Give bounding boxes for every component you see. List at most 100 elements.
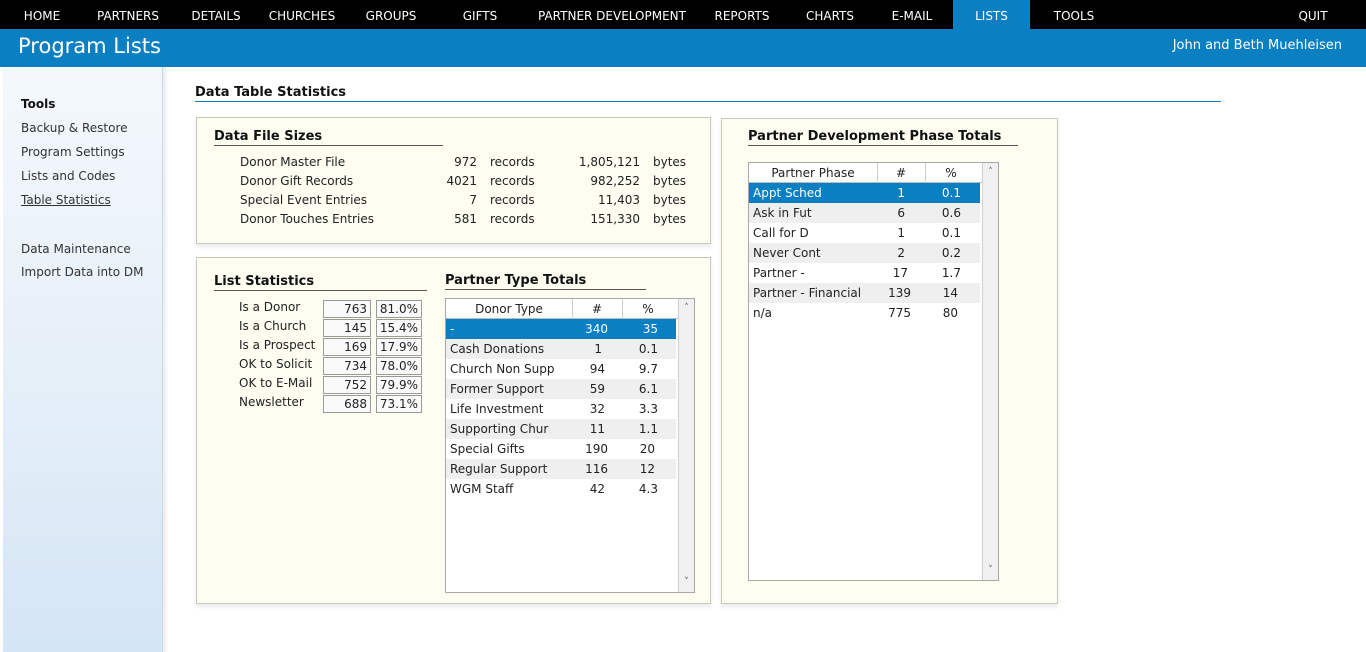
table-row[interactable]: Former Support 59 6.1	[446, 379, 676, 399]
sidebar-item-import-data[interactable]: Import Data into DM	[21, 265, 144, 279]
table-row[interactable]: Supporting Chur 11 1.1	[446, 419, 676, 439]
bytes-unit: bytes	[653, 174, 687, 188]
list-statistics-panel: List Statistics Is a Donor 763 81.0% Is …	[196, 257, 711, 604]
nav-partners[interactable]: PARTNERS	[97, 9, 159, 23]
table-row[interactable]: Life Investment 32 3.3	[446, 399, 676, 419]
percent-cell: 9.7	[638, 362, 658, 376]
sidebar-item-program-settings[interactable]: Program Settings	[21, 145, 125, 159]
donor-type-cell: Cash Donations	[450, 342, 545, 356]
phase-cell: Call for D	[753, 226, 809, 240]
table-row[interactable]: Appt Sched 1 0.1	[749, 183, 980, 203]
count-cell: 94	[589, 362, 605, 376]
file-size: 11,403	[598, 193, 640, 207]
chevron-up-icon[interactable]: ˄	[988, 167, 993, 177]
table-row[interactable]: Call for D 1 0.1	[749, 223, 980, 243]
records-unit: records	[490, 174, 535, 188]
count-cell: 139	[888, 286, 911, 300]
column-header[interactable]: %	[945, 166, 957, 180]
table-row[interactable]: Partner - 17 1.7	[749, 263, 980, 283]
nav-gifts[interactable]: GIFTS	[462, 9, 498, 23]
table-row[interactable]: Partner - Financial 139 14	[749, 283, 980, 303]
phase-cell: Partner -	[753, 266, 805, 280]
sidebar-heading-tools: Tools	[21, 97, 56, 111]
count-cell: 2	[897, 246, 905, 260]
column-header[interactable]: Donor Type	[475, 302, 543, 316]
table-row[interactable]: - 340 35	[446, 319, 676, 339]
nav-details[interactable]: DETAILS	[191, 9, 241, 23]
percent-cell: 0.1	[941, 226, 961, 240]
donor-type-cell: Supporting Chur	[450, 422, 549, 436]
chevron-down-icon[interactable]: ˅	[684, 577, 689, 587]
percent-cell: 80	[942, 306, 958, 320]
nav-email[interactable]: E-MAIL	[891, 9, 933, 23]
donor-type-cell: WGM Staff	[450, 482, 514, 496]
column-header[interactable]: #	[591, 302, 603, 316]
count-cell: 32	[589, 402, 605, 416]
nav-reports[interactable]: REPORTS	[714, 9, 770, 23]
stat-count: 688	[323, 395, 371, 413]
table-row[interactable]: Never Cont 2 0.2	[749, 243, 980, 263]
sidebar-item-lists-codes[interactable]: Lists and Codes	[21, 169, 116, 183]
table-row[interactable]: n/a 775 80	[749, 303, 980, 323]
sidebar-item-backup-restore[interactable]: Backup & Restore	[21, 121, 128, 135]
column-header[interactable]: #	[895, 166, 907, 180]
count-cell: 11	[589, 422, 605, 436]
nav-quit[interactable]: QUIT	[1298, 9, 1328, 23]
nav-home[interactable]: HOME	[23, 9, 61, 23]
bytes-unit: bytes	[653, 155, 687, 169]
column-divider	[622, 299, 623, 319]
table-row[interactable]: Ask in Fut 6 0.6	[749, 203, 980, 223]
partner-type-grid[interactable]: Donor Type # % - 340 35 Cash Donations 1…	[445, 298, 695, 593]
count-cell: 6	[897, 206, 905, 220]
chevron-up-icon[interactable]: ˄	[684, 303, 689, 313]
title-underline	[214, 145, 443, 146]
grid-header: Donor Type # %	[446, 299, 678, 319]
stat-label: Is a Prospect	[239, 338, 316, 352]
percent-cell: 4.3	[638, 482, 658, 496]
table-row[interactable]: Special Gifts 190 20	[446, 439, 676, 459]
phase-grid[interactable]: Partner Phase # % Appt Sched 1 0.1 Ask i…	[748, 162, 999, 581]
count-cell: 17	[892, 266, 908, 280]
table-row[interactable]: Cash Donations 1 0.1	[446, 339, 676, 359]
phase-cell: Partner - Financial	[753, 286, 862, 300]
bytes-unit: bytes	[653, 193, 687, 207]
stat-percent: 15.4%	[376, 319, 422, 337]
stat-label: OK to Solicit	[239, 357, 313, 371]
percent-cell: 6.1	[638, 382, 658, 396]
records-unit: records	[490, 212, 535, 226]
table-row[interactable]: WGM Staff 42 4.3	[446, 479, 676, 499]
percent-cell: 1.1	[638, 422, 658, 436]
nav-tools[interactable]: TOOLS	[1053, 9, 1095, 23]
nav-churches[interactable]: CHURCHES	[268, 9, 336, 23]
column-divider	[572, 299, 573, 319]
sidebar-item-data-maintenance[interactable]: Data Maintenance	[21, 242, 131, 256]
stat-count: 752	[323, 376, 371, 394]
stat-percent: 81.0%	[376, 300, 422, 318]
donor-type-cell: Life Investment	[450, 402, 544, 416]
list-statistics-title: List Statistics	[214, 274, 315, 289]
table-row[interactable]: Church Non Supp 94 9.7	[446, 359, 676, 379]
section-title: Data Table Statistics	[195, 85, 347, 100]
vertical-scrollbar[interactable]: ˄ ˅	[678, 299, 694, 592]
percent-cell: 0.6	[941, 206, 961, 220]
bytes-unit: bytes	[653, 212, 687, 226]
sidebar-item-table-statistics[interactable]: Table Statistics	[21, 193, 111, 207]
nav-charts[interactable]: CHARTS	[805, 9, 855, 23]
column-header[interactable]: %	[642, 302, 654, 316]
percent-cell: 1.7	[941, 266, 961, 280]
column-header[interactable]: Partner Phase	[771, 166, 855, 180]
stat-percent: 78.0%	[376, 357, 422, 375]
record-count: 581	[454, 212, 477, 226]
percent-cell: 0.1	[941, 186, 961, 200]
vertical-scrollbar[interactable]: ˄ ˅	[982, 163, 998, 580]
table-row[interactable]: Regular Support 116 12	[446, 459, 676, 479]
chevron-down-icon[interactable]: ˅	[988, 565, 993, 575]
stat-count: 763	[323, 300, 371, 318]
phase-cell: Appt Sched	[753, 186, 822, 200]
nav-partner-development[interactable]: PARTNER DEVELOPMENT	[538, 9, 686, 23]
stat-count: 169	[323, 338, 371, 356]
count-cell: 1	[594, 342, 602, 356]
nav-lists[interactable]: LISTS	[953, 0, 1030, 29]
nav-groups[interactable]: GROUPS	[365, 9, 417, 23]
donor-type-cell: Church Non Supp	[450, 362, 555, 376]
